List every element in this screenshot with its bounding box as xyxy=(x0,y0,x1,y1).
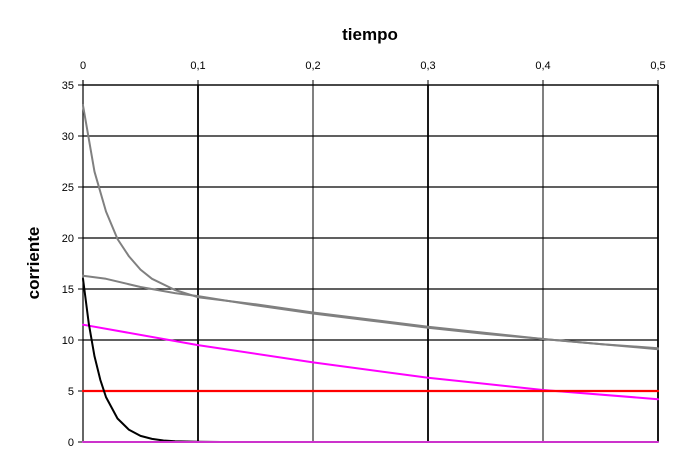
x-tick-label: 0,2 xyxy=(305,60,320,72)
y-tick-label: 0 xyxy=(68,437,74,449)
series-line-1 xyxy=(82,104,659,351)
y-tick-label: 20 xyxy=(62,233,74,245)
tick-labels: 0 5 10 15 20 25 30 35 0 0,1 0,2 0,3 0,4 0,5 xyxy=(62,60,666,449)
series-lines xyxy=(81,104,660,443)
series-line-3 xyxy=(82,323,659,401)
x-tick-label: 0,4 xyxy=(535,60,550,72)
x-tick-label: 0,3 xyxy=(420,60,435,72)
x-tick-label: 0,1 xyxy=(190,60,205,72)
y-tick-label: 10 xyxy=(62,335,74,347)
x-axis-title: tiempo xyxy=(342,25,398,44)
series-line-5 xyxy=(82,277,222,443)
y-tick-label: 15 xyxy=(62,284,74,296)
x-tick-label: 0 xyxy=(80,60,86,72)
grid xyxy=(78,80,659,443)
y-tick-label: 30 xyxy=(62,131,74,143)
series-line-2 xyxy=(82,274,659,350)
y-tick-label: 5 xyxy=(68,386,74,398)
x-tick-label: 0,5 xyxy=(650,60,665,72)
y-tick-label: 35 xyxy=(62,80,74,92)
y-tick-label: 25 xyxy=(62,182,74,194)
y-axis-title: corriente xyxy=(24,227,43,300)
